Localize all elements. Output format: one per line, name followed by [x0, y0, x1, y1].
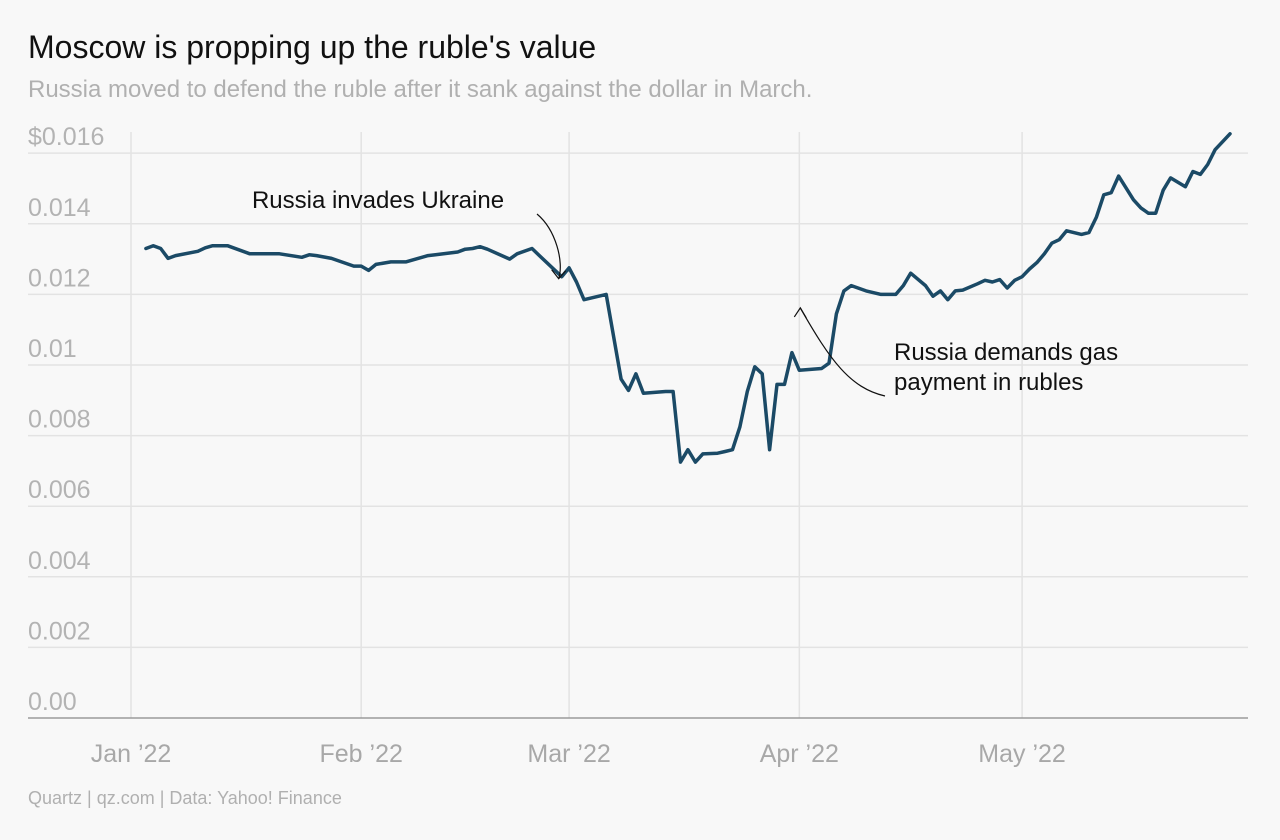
annotation-gas-payment-line: payment in rubles	[894, 369, 1083, 396]
y-tick-label: 0.012	[28, 264, 91, 292]
source-footer: Quartz | qz.com | Data: Yahoo! Finance	[28, 788, 342, 808]
chart-title: Moscow is propping up the ruble's value	[28, 29, 597, 65]
y-tick-label: 0.008	[28, 406, 91, 434]
annotation-invasion: Russia invades Ukraine	[252, 187, 504, 214]
x-tick-label: May ’22	[978, 740, 1066, 768]
x-tick-label: Jan ’22	[91, 740, 172, 768]
y-tick-label: $0.016	[28, 123, 104, 151]
annotation-gas-payment-arrow	[799, 307, 886, 397]
x-tick-label: Mar ’22	[527, 740, 610, 768]
series-line	[144, 132, 1232, 464]
y-tick-label: 0.002	[28, 617, 91, 645]
x-tick-label: Feb ’22	[320, 740, 403, 768]
annotation-gas-payment-arrowhead	[793, 306, 807, 319]
y-tick-label: 0.01	[28, 335, 77, 363]
chart-subtitle: Russia moved to defend the ruble after i…	[28, 76, 813, 103]
y-tick-label: 0.014	[28, 194, 91, 222]
annotation-invasion-arrow	[536, 213, 561, 279]
y-tick-label: 0.004	[28, 547, 91, 575]
annotation-gas-payment-line: Russia demands gas	[894, 339, 1118, 366]
annotation-invasion-arrowhead	[551, 269, 567, 280]
y-tick-label: 0.00	[28, 688, 77, 716]
y-tick-label: 0.006	[28, 476, 91, 504]
annotation-gas-payment: Russia demands gas payment in rubles	[894, 339, 1118, 396]
x-tick-label: Apr ’22	[760, 740, 839, 768]
